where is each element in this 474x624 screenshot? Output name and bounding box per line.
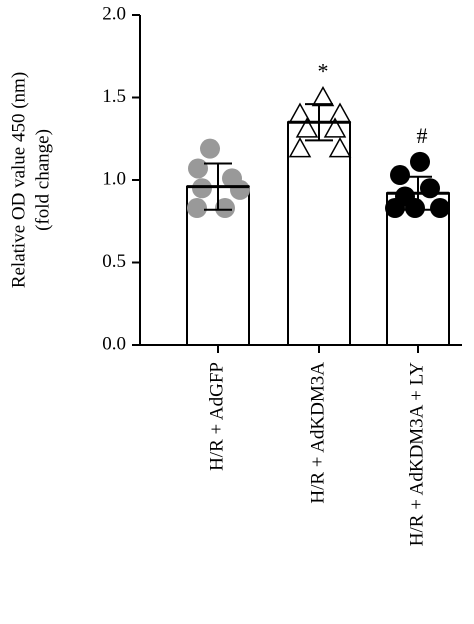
- bar: [287, 121, 351, 346]
- y-tick-label: 0.0: [102, 333, 126, 354]
- y-axis-label: Relative OD value 450 (nm): [8, 72, 29, 288]
- data-point: [311, 85, 335, 107]
- bar: [386, 192, 450, 346]
- data-point: [188, 158, 208, 179]
- data-point: [390, 165, 410, 186]
- x-tick-label: H/R + AdGFP: [206, 362, 227, 471]
- y-axis-label: (fold change): [32, 129, 53, 231]
- data-point: [420, 178, 440, 199]
- data-point: [192, 178, 212, 199]
- data-point: [328, 102, 352, 123]
- annotation: #: [417, 123, 428, 148]
- x-tick-label: H/R + AdKDM3A: [307, 362, 328, 504]
- data-point: [288, 137, 312, 158]
- data-point: [328, 137, 352, 158]
- y-tick-label: 1.0: [102, 168, 126, 189]
- x-tick-label: H/R + AdKDM3A + LY: [406, 362, 427, 546]
- data-point: [215, 198, 235, 219]
- data-point: [430, 198, 450, 219]
- data-point: [295, 117, 319, 138]
- data-point: [323, 117, 347, 138]
- annotation: *: [318, 59, 329, 84]
- data-point: [187, 198, 207, 219]
- data-point: [200, 138, 220, 159]
- data-point: [385, 198, 405, 219]
- data-point: [405, 198, 425, 219]
- data-point: [410, 151, 430, 172]
- data-point: [230, 179, 250, 200]
- y-tick-label: 0.5: [102, 251, 126, 272]
- y-tick-label: 1.5: [102, 86, 126, 107]
- y-tick-label: 2.0: [102, 3, 126, 24]
